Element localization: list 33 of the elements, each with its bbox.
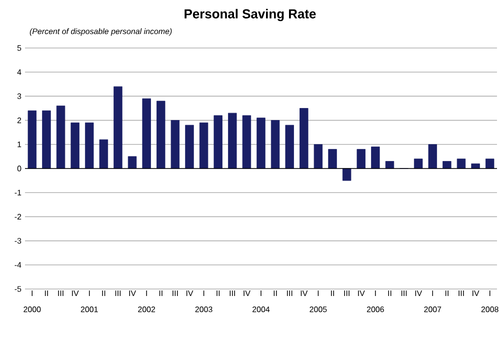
bar bbox=[371, 146, 380, 169]
bar bbox=[156, 100, 166, 169]
bar bbox=[199, 122, 208, 169]
bar bbox=[256, 118, 266, 169]
bar bbox=[356, 149, 366, 169]
bar bbox=[300, 108, 308, 169]
bar bbox=[285, 124, 294, 169]
bar bbox=[128, 156, 137, 169]
bar bbox=[42, 110, 51, 169]
bar bbox=[314, 144, 323, 169]
bar bbox=[442, 161, 452, 169]
bar bbox=[28, 110, 36, 169]
bar bbox=[228, 112, 237, 169]
bar bbox=[486, 158, 494, 169]
bar bbox=[414, 158, 423, 169]
bar bbox=[70, 122, 80, 169]
bar bbox=[170, 120, 180, 169]
bar bbox=[328, 149, 337, 169]
bar bbox=[242, 115, 252, 169]
bar bbox=[99, 139, 108, 169]
bar bbox=[185, 124, 194, 169]
bar bbox=[471, 163, 480, 169]
bar bbox=[270, 120, 280, 169]
bar bbox=[142, 98, 151, 169]
bar bbox=[114, 86, 122, 169]
chart-title: Personal Saving Rate bbox=[184, 8, 316, 22]
bar bbox=[456, 158, 466, 169]
bar bbox=[214, 115, 222, 169]
bar bbox=[56, 106, 66, 169]
bar bbox=[342, 168, 352, 181]
bar bbox=[385, 161, 394, 169]
bar bbox=[428, 144, 437, 169]
bar bbox=[85, 122, 94, 169]
